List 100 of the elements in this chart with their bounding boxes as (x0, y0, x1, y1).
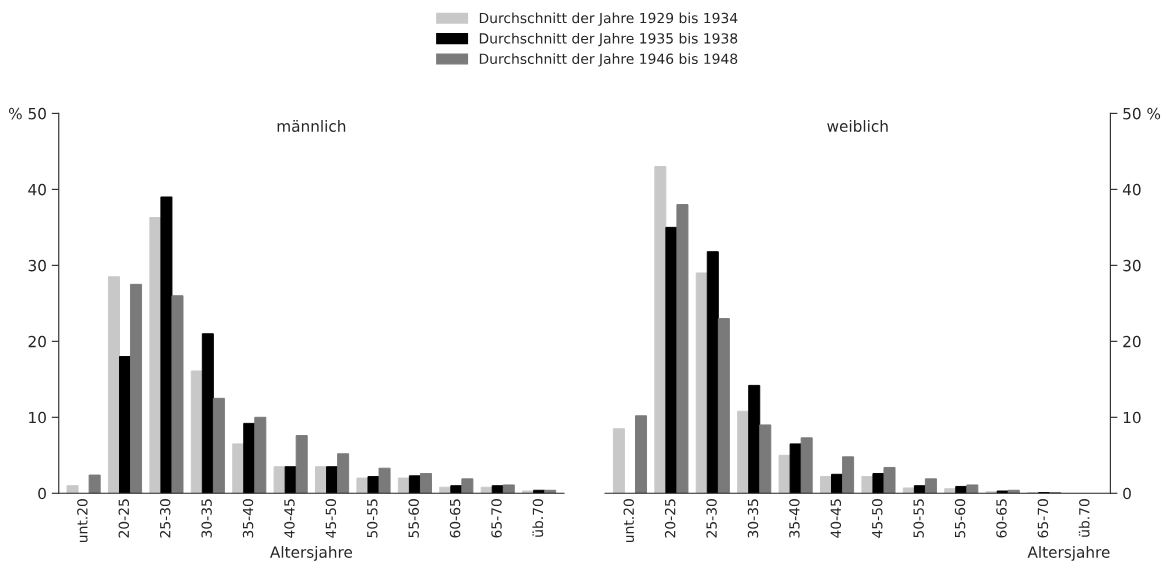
y-tick-label: 10 (29, 411, 46, 424)
bar (315, 466, 328, 494)
y-tick-label: 0 (38, 487, 46, 500)
bar (107, 276, 120, 494)
legend-label: Durchschnitt der Jahre 1935 bis 1938 (479, 32, 738, 47)
chart-title: männlich (277, 120, 346, 132)
bar (654, 166, 667, 494)
bar (819, 476, 833, 494)
bar (676, 204, 689, 494)
bar (130, 283, 143, 494)
bar (201, 333, 214, 494)
legend-label: Durchschnitt der Jahre 1946 bis 1948 (479, 53, 738, 67)
bar (450, 485, 463, 494)
bar (924, 478, 937, 494)
bar (491, 485, 504, 494)
bar (522, 490, 535, 494)
x-tick-label: 25-30 (159, 499, 171, 538)
bar (913, 485, 926, 494)
bar (861, 476, 874, 494)
bar (944, 488, 957, 494)
bar (119, 356, 132, 494)
bar (883, 466, 896, 494)
y-tick-label: 40 (28, 183, 46, 196)
chart-title: weiblich (827, 120, 888, 132)
bar (759, 424, 772, 494)
bar (902, 487, 915, 494)
bar (461, 478, 474, 494)
bar (243, 422, 256, 494)
bar (635, 415, 648, 494)
bar (737, 410, 750, 494)
bar (800, 437, 813, 494)
y-tick-label: % 50 (8, 107, 46, 120)
bar (748, 384, 761, 494)
x-tick-label: 20-25 (664, 499, 676, 538)
x-tick-label: üb.70 (1078, 499, 1090, 537)
bar (408, 475, 421, 494)
x-tick-label: 40-45 (284, 499, 295, 538)
x-tick-label: 40-45 (830, 499, 842, 538)
y-tick-label: 30 (28, 259, 46, 272)
bar (966, 484, 979, 494)
bar (190, 370, 203, 494)
x-tick-label: 35-40 (789, 499, 800, 538)
bar (665, 226, 678, 494)
y-tick-label: 10 (1123, 411, 1141, 424)
bar (88, 474, 101, 494)
bar (160, 196, 173, 494)
bar (66, 485, 79, 494)
legend-label: Durchschnitt der Jahre 1929 bis 1934 (479, 12, 738, 26)
bar (397, 477, 410, 494)
bar (367, 476, 380, 494)
x-axis-title: Altersjahre (1027, 546, 1110, 561)
x-tick-label: 45-50 (871, 499, 883, 538)
bar (872, 473, 885, 494)
y-tick-label: 40 (1122, 183, 1141, 196)
bar (356, 477, 369, 494)
x-tick-label: 30-35 (747, 499, 759, 538)
x-tick-label: 55-60 (954, 499, 966, 538)
x-tick-label: 35-40 (242, 499, 254, 538)
bar (789, 443, 802, 494)
y-tick-label: 50 % (1123, 107, 1161, 120)
bar (717, 318, 730, 494)
bar (254, 416, 267, 494)
y-tick-label: 20 (28, 335, 46, 348)
bar (612, 428, 625, 494)
x-tick-label: 60-65 (996, 499, 1007, 538)
x-axis-title: Altersjahre (270, 546, 353, 561)
y-tick-label: 0 (1123, 487, 1131, 500)
x-tick-label: 30-35 (201, 499, 212, 538)
bar (842, 456, 855, 494)
bar (778, 454, 791, 494)
x-tick-label: 20-25 (118, 499, 130, 538)
bar (695, 272, 708, 494)
x-tick-label: 25-30 (706, 499, 717, 538)
y-tick-label: 30 (1123, 259, 1141, 272)
bar (378, 467, 391, 494)
x-tick-label: 50-55 (913, 499, 924, 538)
bar (502, 484, 515, 494)
bar (831, 473, 844, 494)
x-tick-label: 55-60 (408, 499, 419, 538)
bar (419, 473, 432, 494)
bar (273, 466, 286, 494)
bar (706, 251, 719, 494)
x-tick-label: 50-55 (367, 499, 378, 538)
y-tick-label: 20 (1123, 335, 1141, 348)
bar (284, 466, 297, 494)
x-tick-label: 60-65 (449, 499, 461, 538)
bar (171, 295, 184, 494)
bar (337, 453, 350, 494)
x-tick-label: üb.70 (532, 499, 544, 537)
bar (232, 443, 245, 494)
bar (295, 435, 308, 494)
bar (149, 217, 162, 494)
bar (326, 466, 339, 494)
x-tick-label: 45-50 (325, 499, 337, 538)
bar (996, 490, 1009, 494)
x-tick-label: 65-70 (1037, 499, 1049, 538)
x-tick-label: unt.20 (623, 499, 634, 543)
bar (212, 397, 225, 494)
x-tick-label: unt.20 (77, 499, 88, 543)
x-tick-label: 65-70 (491, 499, 502, 538)
